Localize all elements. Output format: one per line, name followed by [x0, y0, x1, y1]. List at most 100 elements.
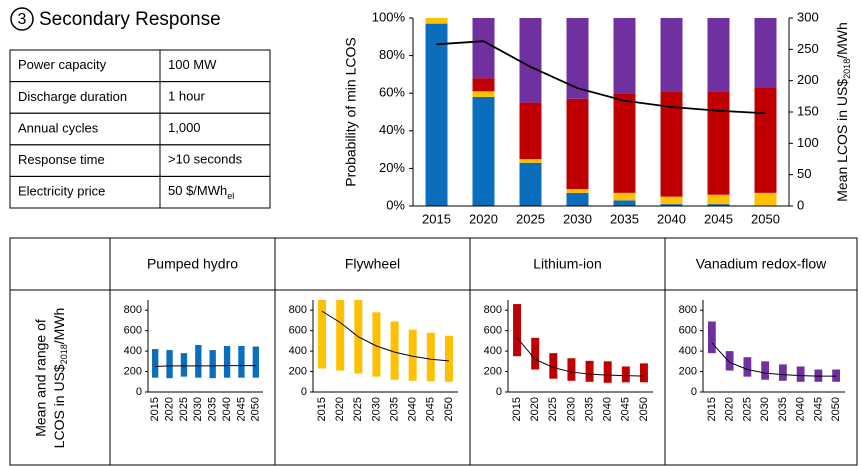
y-tick-label: 100%: [372, 9, 406, 24]
param-label: Discharge duration: [18, 89, 127, 104]
y-tick-label: 20%: [379, 160, 405, 175]
y-tick-label: 80%: [379, 47, 405, 62]
range-bar: [336, 300, 345, 371]
range-bar: [372, 312, 381, 377]
y2-tick-label: 100: [797, 135, 819, 150]
bar-segment: [754, 18, 777, 88]
x-tick-label: 2040: [795, 397, 807, 421]
y-tick-label: 800: [124, 304, 142, 316]
range-bar: [513, 304, 522, 357]
y-tick-label: 200: [484, 365, 502, 377]
range-bar: [252, 346, 259, 378]
section-number: 3: [18, 11, 27, 28]
range-bar: [426, 332, 435, 382]
x-tick-label: 2035: [583, 397, 595, 421]
param-label: Response time: [18, 152, 105, 167]
y-tick-label: 600: [124, 325, 142, 337]
bar-segment: [660, 196, 683, 205]
small-chart: 0 200 400 600 800 2015 2020 2025 2030 2035 2040 204…: [484, 300, 653, 421]
param-label: Electricity price: [18, 184, 105, 199]
x-tick-label: 2035: [388, 397, 400, 421]
subscript: 2018: [842, 59, 852, 79]
param-label: Power capacity: [18, 57, 107, 72]
x-tick-label: 2040: [602, 397, 614, 421]
bar-segment: [566, 18, 589, 99]
x-tick-label: 2035: [777, 397, 789, 421]
mean-line: [711, 342, 837, 377]
range-bar: [238, 346, 245, 378]
x-tick-label: 2025: [741, 397, 753, 421]
bar-segment: [425, 18, 448, 24]
x-tick-label: 2050: [250, 397, 262, 421]
param-value: 1 hour: [168, 89, 206, 104]
bar-segment: [613, 18, 636, 94]
x-tick-label: 2020: [529, 397, 541, 421]
range-bar: [725, 351, 734, 371]
mean-line: [516, 337, 644, 377]
section-title: Secondary Response: [39, 9, 221, 30]
bar-segment: [613, 200, 636, 206]
y-tick-label: 200: [679, 365, 697, 377]
x-tick-label: 2045: [235, 397, 247, 421]
bar-segment: [472, 91, 495, 97]
x-tick-label: 2030: [563, 211, 592, 226]
mean-line: [436, 40, 766, 115]
range-bar: [444, 335, 453, 382]
x-tick-label: 2030: [370, 397, 382, 421]
y-axis-label: Probability of min LCOS: [343, 37, 359, 186]
panel-frame: [9, 237, 858, 466]
y-tick-label: 40%: [379, 122, 405, 137]
x-tick-label: 2050: [751, 211, 780, 226]
range-bar: [743, 357, 752, 377]
range-bar: [814, 369, 823, 382]
panel-y-label: LCOS in US$2018/MWh: [51, 308, 70, 449]
text-part: 1,000: [168, 120, 201, 135]
y-tick-label: 0: [691, 386, 697, 398]
x-tick-label: 2020: [469, 211, 498, 226]
range-bar: [778, 364, 787, 381]
range-bar: [603, 361, 612, 383]
y-tick-label: 600: [289, 325, 307, 337]
number-circle: [10, 7, 34, 31]
bar-segment: [660, 18, 683, 92]
y-tick-label: 200: [124, 365, 142, 377]
x-tick-label: 2020: [334, 397, 346, 421]
x-tick-label: 2030: [192, 397, 204, 421]
text-part: >10 seconds: [168, 152, 243, 167]
y2-tick-label: 300: [797, 9, 819, 24]
range-bar: [209, 350, 216, 379]
range-bar: [639, 363, 648, 383]
x-tick-label: 2025: [547, 397, 559, 421]
y-tick-label: 60%: [379, 85, 405, 100]
bar-segment: [472, 96, 495, 206]
x-tick-label: 2025: [516, 211, 545, 226]
x-tick-label: 2035: [207, 397, 219, 421]
bar-segment: [754, 87, 777, 193]
x-tick-label: 2040: [221, 397, 233, 421]
bar-segment: [425, 23, 448, 206]
subscript: 2018: [59, 344, 69, 364]
x-tick-label: 2025: [352, 397, 364, 421]
text-part: 50 $/MWh: [168, 184, 227, 199]
bar-segment: [566, 98, 589, 190]
y-tick-label: 800: [289, 304, 307, 316]
y-tick-label: 400: [124, 345, 142, 357]
y-tick-label: 0%: [386, 197, 405, 212]
y2-tick-label: 50: [797, 166, 811, 181]
range-bar: [166, 350, 173, 379]
x-tick-label: 2015: [422, 211, 451, 226]
bar-segment: [707, 91, 730, 195]
range-bar: [621, 366, 630, 383]
param-value: >10 seconds: [168, 152, 243, 167]
range-bar: [408, 329, 417, 381]
x-tick-label: 2050: [830, 397, 842, 421]
y2-tick-label: 0: [797, 197, 804, 212]
chart-title: Pumped hydro: [147, 256, 238, 272]
bar-segment: [519, 159, 542, 163]
x-tick-label: 2030: [759, 397, 771, 421]
y-tick-label: 400: [484, 345, 502, 357]
x-tick-label: 2015: [511, 397, 523, 421]
mean-line: [321, 310, 449, 362]
range-bar: [796, 366, 805, 382]
range-bar: [152, 349, 159, 378]
